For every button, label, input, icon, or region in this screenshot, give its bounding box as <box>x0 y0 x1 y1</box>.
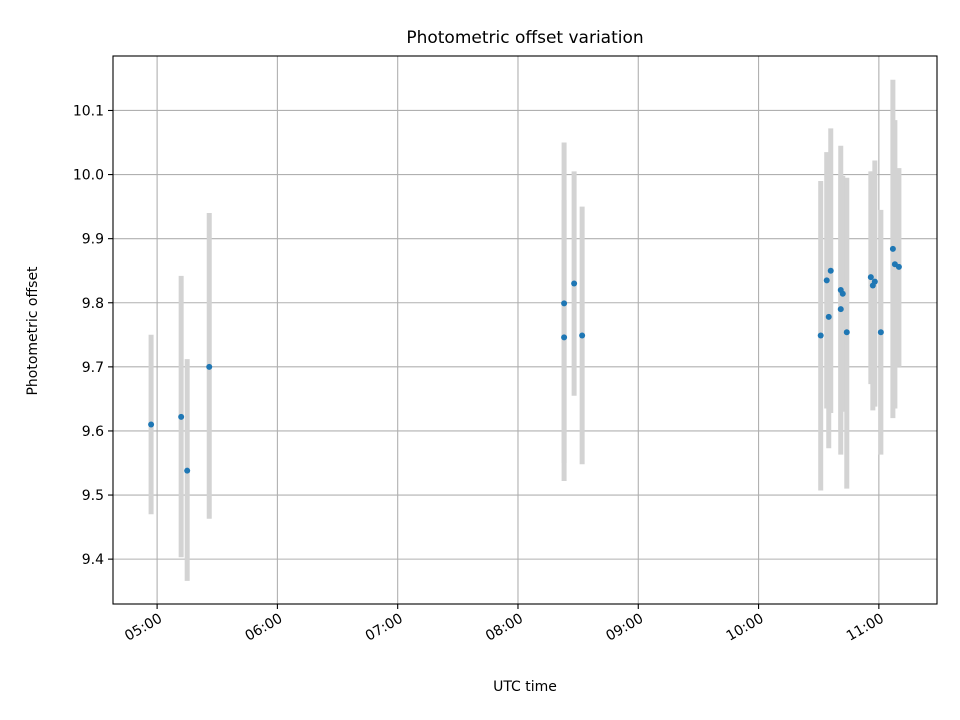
data-point <box>206 363 213 370</box>
y-axis-label: Photometric offset <box>25 266 41 396</box>
y-tick-label: 10.1 <box>73 103 104 119</box>
data-point <box>843 329 850 336</box>
data-point <box>561 300 568 307</box>
data-point <box>817 332 824 339</box>
data-point <box>837 306 844 313</box>
y-tick-label: 10.0 <box>73 168 104 184</box>
y-axis-ticks: 9.4 9.5 9.6 9.7 9.8 9.9 10.0 10.1 <box>73 103 113 568</box>
data-point <box>571 280 578 287</box>
chart-title: Photometric offset variation <box>406 28 643 48</box>
data-point <box>871 278 878 285</box>
data-point <box>823 277 830 284</box>
data-point <box>825 313 832 320</box>
y-tick-label: 9.5 <box>82 488 104 504</box>
y-tick-label: 9.6 <box>82 424 104 440</box>
x-axis-label: UTC time <box>493 679 557 695</box>
data-point <box>579 332 586 339</box>
y-tick-label: 9.7 <box>82 360 104 376</box>
data-point <box>889 245 896 252</box>
y-tick-label: 9.8 <box>82 296 104 312</box>
plot-frame <box>112 55 938 605</box>
data-point <box>561 334 568 341</box>
data-point <box>877 329 884 336</box>
grid-layer <box>113 56 937 604</box>
data-point <box>895 263 902 270</box>
data-point <box>178 413 185 420</box>
y-tick-label: 9.4 <box>82 552 104 568</box>
data-point <box>867 274 874 281</box>
data-point <box>184 467 191 474</box>
data-point <box>839 290 846 297</box>
y-tick-label: 9.9 <box>82 232 104 248</box>
data-point <box>148 421 155 428</box>
data-point <box>827 267 834 274</box>
data-point-layer <box>148 245 902 474</box>
